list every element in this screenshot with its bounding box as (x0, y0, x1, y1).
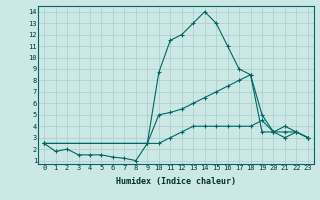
X-axis label: Humidex (Indice chaleur): Humidex (Indice chaleur) (116, 177, 236, 186)
